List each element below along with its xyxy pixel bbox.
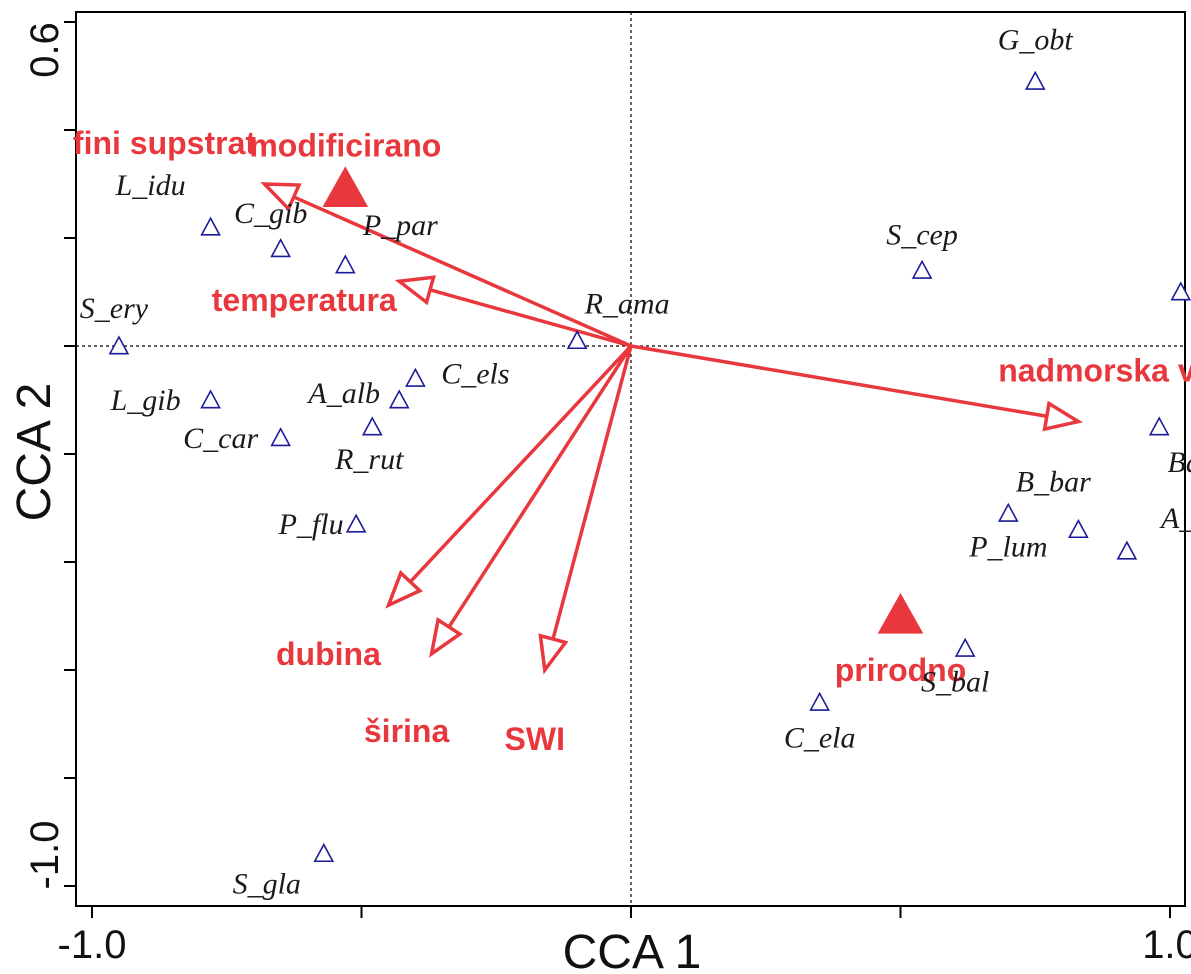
y-axis-title: CCA 2: [8, 383, 61, 522]
centroid-1-marker: [877, 592, 924, 634]
vector-2-shaft: [630, 344, 1048, 418]
species-19-label: S_bal: [921, 665, 989, 698]
species-1-label: L_idu: [115, 169, 186, 202]
vector-3-arrowhead: [385, 569, 423, 609]
species-11-label: C_car: [183, 422, 258, 455]
species-19-marker: [954, 637, 976, 657]
species-3-marker: [334, 254, 356, 274]
species-6-label: S_ery: [80, 292, 149, 325]
vector-4-label: širina: [364, 713, 450, 749]
vector-0-shaft: [293, 195, 632, 348]
species-7-label: R_ama: [584, 288, 670, 321]
x-axis-title: CCA 1: [563, 926, 702, 974]
vector-3-shaft: [409, 344, 633, 584]
species-4-label: S_cep: [886, 218, 958, 251]
species-16-marker: [1116, 540, 1138, 560]
species-10-label: A_alb: [306, 377, 380, 410]
species-10-marker: [388, 389, 410, 409]
species-17-marker: [1068, 518, 1089, 539]
y-tick-label-bottom: -1.0: [23, 821, 67, 890]
species-15-label: P_flu: [278, 508, 344, 541]
vector-2-label: nadmorska visina: [998, 353, 1191, 389]
centroid-1-label: prirodno: [835, 652, 967, 688]
vector-0-label: fini supstrat: [73, 125, 256, 161]
species-14-marker: [997, 502, 1019, 522]
species-20-label: C_ela: [784, 721, 856, 754]
species-21-label: S_gla: [233, 868, 301, 901]
vector-1-shaft: [429, 288, 632, 348]
species-6-marker: [108, 335, 130, 355]
species-20-marker: [809, 691, 830, 711]
species-points: G_obtL_iduC_gibP_parS_cepB_balS_eryR_ama…: [80, 23, 1191, 901]
species-9-label: L_gib: [110, 384, 181, 417]
vector-1-arrowhead: [394, 275, 436, 306]
vector-3-label: dubina: [276, 636, 381, 672]
species-12-marker: [361, 416, 383, 436]
species-5-marker: [1170, 281, 1191, 301]
vector-4-arrowhead: [429, 616, 464, 658]
species-8-marker: [405, 367, 426, 387]
species-14-label: B_bar: [1016, 465, 1091, 498]
species-9-marker: [200, 389, 221, 409]
species-1-marker: [200, 216, 221, 236]
x-tick-label-right: 1.0: [1142, 923, 1191, 967]
vector-1-label: temperatura: [212, 282, 397, 318]
environmental-vectors: fini supstrat temperatura nadmorska visina…: [73, 125, 1191, 757]
species-11-marker: [270, 427, 291, 447]
species-4-marker: [911, 259, 933, 279]
species-8-label: C_els: [441, 357, 509, 390]
vector-2-arrowhead: [1042, 400, 1083, 432]
vector-4-shaft: [447, 345, 633, 628]
species-0-label: G_obt: [998, 23, 1074, 56]
species-16-label: A_bip: [1159, 502, 1191, 535]
species-12-label: R_rut: [334, 443, 404, 476]
centroid-0-label: modificirano: [249, 127, 441, 163]
centroid-markers: modificirano prirodno: [249, 127, 966, 688]
vector-5-label: SWI: [505, 721, 565, 757]
vector-0-arrowhead: [260, 182, 302, 212]
centroid-0-marker: [322, 166, 369, 208]
x-tick-label-left: -1.0: [58, 923, 127, 967]
species-0-marker: [1024, 70, 1046, 90]
species-3-label: P_par: [362, 209, 438, 242]
species-15-marker: [345, 513, 367, 533]
species-21-marker: [313, 842, 335, 863]
species-2-label: C_gib: [234, 197, 307, 230]
vector-5-shaft: [551, 345, 633, 640]
vector-5-arrowhead: [538, 633, 569, 675]
y-tick-label-top: 0.6: [23, 22, 67, 78]
species-13-label: Barbat: [1168, 446, 1191, 479]
species-13-marker: [1148, 416, 1170, 436]
species-2-marker: [270, 238, 291, 258]
species-7-marker: [566, 329, 588, 350]
species-17-label: P_lum: [968, 531, 1047, 564]
axis-ticks: [64, 21, 1171, 918]
